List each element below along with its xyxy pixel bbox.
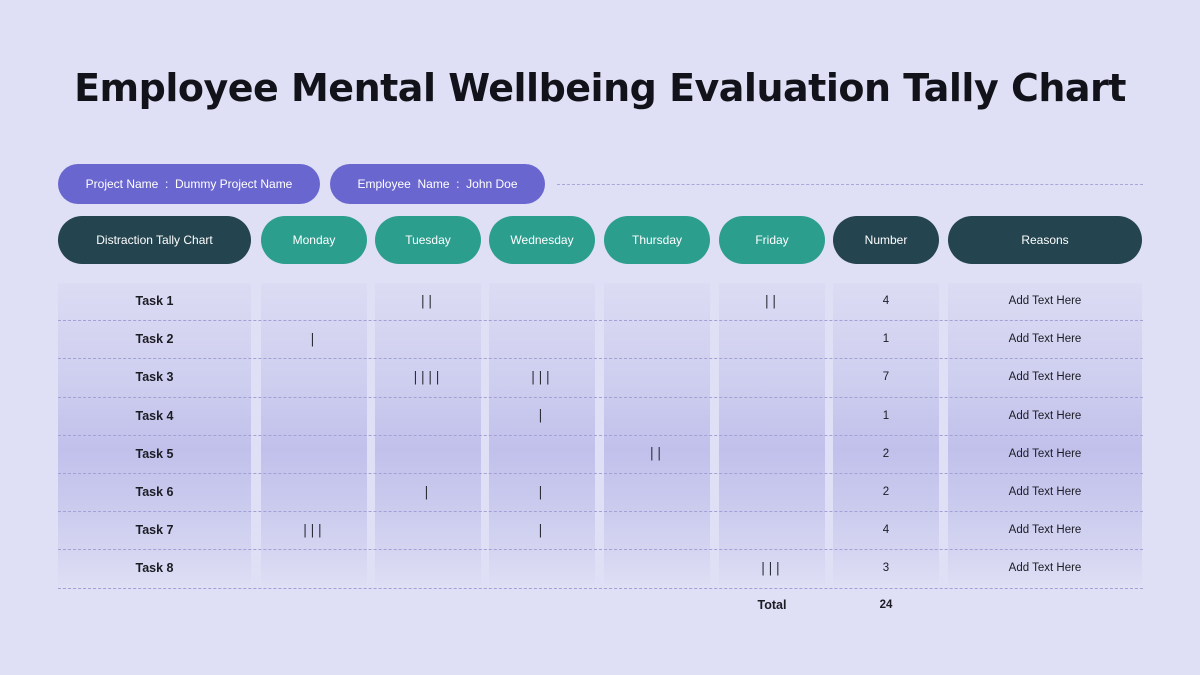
task-name: Task 3 <box>135 370 174 385</box>
tally-wednesday <box>489 549 595 587</box>
employee-name-badge: Employee Name : John Doe <box>330 164 545 204</box>
tally-friday <box>719 435 825 473</box>
row-divider <box>58 511 1143 513</box>
task-name: Task 1 <box>135 294 174 308</box>
column-background <box>489 283 595 585</box>
row-divider <box>58 320 1143 322</box>
tally-number: 4 <box>882 524 890 537</box>
project-name-badge: Project Name : Dummy Project Name <box>58 164 320 204</box>
tally-friday <box>719 473 825 511</box>
tally-monday <box>261 282 367 320</box>
tally-number: 1 <box>882 333 890 346</box>
tally-monday: ||| <box>302 522 326 538</box>
tally-friday: || <box>764 293 780 309</box>
task-name: Task 4 <box>135 408 174 423</box>
tally-tuesday <box>375 320 481 358</box>
row-divider <box>58 473 1143 474</box>
column-background <box>948 283 1142 585</box>
column-background <box>604 283 710 585</box>
reason-text: Add Text Here <box>1008 371 1082 384</box>
tally-thursday: || <box>649 446 665 462</box>
header-divider <box>557 184 1143 185</box>
column-background <box>375 283 481 585</box>
reason-text: Add Text Here <box>1008 486 1082 498</box>
tally-friday <box>719 320 825 358</box>
tally-wednesday: ||| <box>530 369 554 385</box>
tally-wednesday <box>489 435 595 473</box>
tally-thursday <box>604 320 710 358</box>
tally-number: 4 <box>882 295 890 307</box>
tally-tuesday: || <box>420 293 436 309</box>
tally-friday <box>719 397 825 435</box>
row-divider <box>58 434 1143 436</box>
tally-wednesday: | <box>538 484 546 500</box>
tally-number: 7 <box>882 371 890 384</box>
header-monday: Monday <box>261 216 367 264</box>
tally-monday: | <box>310 331 318 347</box>
tally-monday <box>261 397 367 435</box>
tally-thursday <box>604 511 710 549</box>
tally-monday <box>261 549 367 587</box>
tally-tuesday <box>375 549 481 587</box>
task-name: Task 5 <box>135 446 174 461</box>
task-name: Task 6 <box>135 485 174 499</box>
reason-text: Add Text Here <box>1008 562 1082 575</box>
tally-monday <box>261 358 367 396</box>
reason-text: Add Text Here <box>1008 409 1082 422</box>
header-friday: Friday <box>719 216 825 264</box>
task-name: Task 8 <box>135 561 174 576</box>
tally-tuesday <box>375 511 481 549</box>
header-tuesday: Tuesday <box>375 216 481 264</box>
task-name: Task 7 <box>135 523 174 538</box>
tally-tuesday <box>375 435 481 473</box>
header-wednesday: Wednesday <box>489 216 595 264</box>
total-value: 24 <box>879 599 893 611</box>
tally-tuesday <box>375 397 481 435</box>
tally-thursday <box>604 358 710 396</box>
tally-number: 1 <box>882 409 890 422</box>
row-divider <box>58 549 1143 551</box>
tally-friday <box>719 358 825 396</box>
reason-text: Add Text Here <box>1008 524 1082 537</box>
tally-friday: ||| <box>760 560 784 576</box>
header-number: Number <box>833 216 939 264</box>
column-background <box>58 283 251 585</box>
reason-text: Add Text Here <box>1008 333 1082 346</box>
reason-text: Add Text Here <box>1008 295 1082 307</box>
row-divider <box>58 358 1143 360</box>
row-divider <box>58 396 1143 398</box>
reason-text: Add Text Here <box>1008 447 1082 460</box>
tally-wednesday: | <box>538 408 546 424</box>
row-divider <box>58 587 1143 589</box>
tally-number: 2 <box>882 486 890 498</box>
tally-monday <box>261 435 367 473</box>
header-reasons: Reasons <box>948 216 1142 264</box>
tally-wednesday: | <box>538 522 546 538</box>
total-label: Total <box>757 598 787 612</box>
tally-wednesday <box>489 320 595 358</box>
tally-thursday <box>604 549 710 587</box>
tally-tuesday: | <box>424 484 432 500</box>
task-name: Task 2 <box>135 332 174 347</box>
tally-thursday <box>604 473 710 511</box>
column-background <box>719 283 825 585</box>
tally-number: 2 <box>882 447 890 460</box>
header-distraction-tally-chart: Distraction Tally Chart <box>58 216 251 264</box>
column-background <box>261 283 367 585</box>
tally-tuesday: |||| <box>413 369 443 385</box>
page-title: Employee Mental Wellbeing Evaluation Tal… <box>74 66 1126 110</box>
tally-number: 3 <box>882 562 890 575</box>
tally-thursday <box>604 282 710 320</box>
tally-friday <box>719 511 825 549</box>
tally-wednesday <box>489 282 595 320</box>
tally-monday <box>261 473 367 511</box>
tally-thursday <box>604 397 710 435</box>
header-thursday: Thursday <box>604 216 710 264</box>
column-background <box>833 283 939 585</box>
